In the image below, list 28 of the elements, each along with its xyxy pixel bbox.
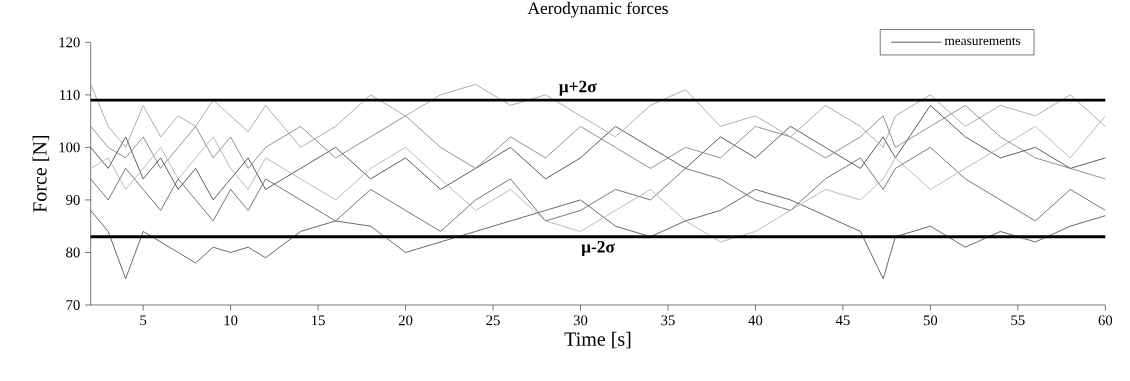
line-series [90, 115, 1106, 243]
y-tick-label: 120 [59, 37, 80, 48]
ref-line-label: μ+2σ [559, 80, 597, 96]
line-series [90, 146, 1106, 232]
legend-label: measurements [944, 37, 1021, 46]
x-tick-label: 50 [923, 315, 938, 326]
x-axis-title: Time [s] [564, 331, 631, 349]
ref-line-label: μ-2σ [581, 240, 615, 257]
x-tick-label: 45 [835, 315, 850, 326]
y-tick-label: 110 [60, 89, 80, 100]
y-tick-label: 100 [59, 142, 80, 153]
y-tick-label: 90 [66, 194, 80, 205]
x-tick-label: 40 [748, 315, 763, 326]
x-tick-label: 15 [312, 315, 325, 326]
line-series [90, 104, 1106, 201]
y-axis-title: Force [N] [32, 136, 50, 213]
x-tick-label: 30 [573, 315, 588, 326]
line-series [90, 104, 1106, 180]
x-tick-label: 35 [661, 315, 675, 326]
chart-title: Aerodynamic forces [527, 1, 668, 18]
y-tick-label: 70 [66, 300, 80, 310]
y-tick-label: 80 [66, 247, 80, 258]
x-tick-label: 60 [1098, 315, 1113, 326]
x-tick-label: 25 [486, 315, 500, 326]
x-tick-label: 20 [398, 315, 413, 326]
x-tick-label: 5 [140, 315, 147, 326]
x-tick-label: 10 [224, 315, 238, 326]
x-tick-label: 55 [1011, 315, 1025, 326]
